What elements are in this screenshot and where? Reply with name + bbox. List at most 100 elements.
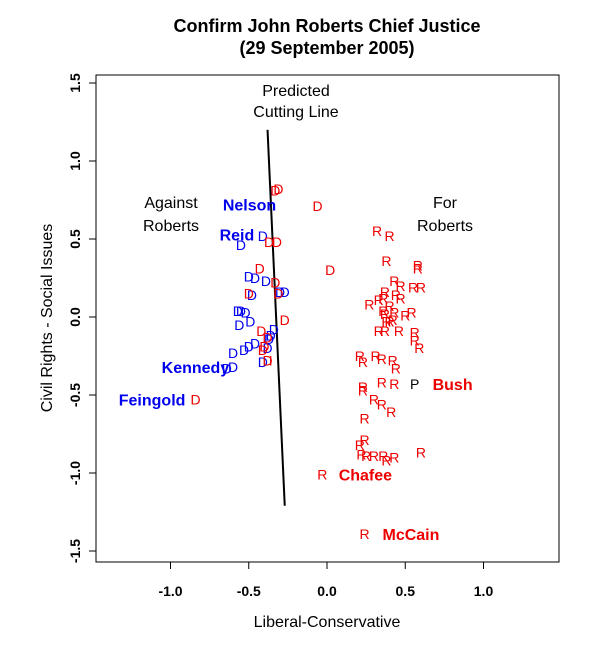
data-point: R xyxy=(355,437,365,453)
data-point: D xyxy=(244,286,254,302)
data-point: D xyxy=(228,345,238,361)
data-point: R xyxy=(381,453,391,469)
y-tick-label: -1.0 xyxy=(67,461,83,485)
data-point: R xyxy=(380,306,390,322)
member-label: Feingold xyxy=(119,393,186,410)
data-point: D xyxy=(190,392,200,408)
data-point: R xyxy=(416,279,426,295)
data-point: R xyxy=(394,323,404,339)
data-point: R xyxy=(359,526,369,542)
x-tick-label: 0.0 xyxy=(317,583,337,599)
chart-title: Confirm John Roberts Chief Justice xyxy=(173,16,480,36)
data-point: R xyxy=(381,314,391,330)
for-roberts-line2: Roberts xyxy=(417,218,473,235)
data-point: D xyxy=(264,234,274,250)
data-point: R xyxy=(378,290,388,306)
data-point: D xyxy=(273,286,283,302)
data-point: D xyxy=(325,262,335,278)
data-point: R xyxy=(377,351,387,367)
data-point: D xyxy=(269,321,279,337)
data-point: D xyxy=(266,328,276,344)
data-point: R xyxy=(388,353,398,369)
data-point: R xyxy=(380,323,390,339)
series-4: P xyxy=(410,376,419,392)
data-point: R xyxy=(386,404,396,420)
x-tick-label: 1.0 xyxy=(474,583,494,599)
data-point: R xyxy=(372,223,382,239)
data-point: D xyxy=(262,353,272,369)
data-point: D xyxy=(261,273,271,289)
series-2: I xyxy=(269,353,273,369)
annotation-group: Against Roberts For Roberts xyxy=(143,195,473,235)
data-point: D xyxy=(256,323,266,339)
data-point: R xyxy=(377,396,387,412)
member-label: Reid xyxy=(220,227,255,244)
data-point: D xyxy=(258,228,268,244)
data-point: R xyxy=(413,261,423,277)
data-point: D xyxy=(264,331,274,347)
data-point: R xyxy=(385,314,395,330)
data-point: D xyxy=(233,303,243,319)
data-point: R xyxy=(410,332,420,348)
x-axis: -1.0 -0.5 0.0 0.5 1.0 xyxy=(158,561,494,599)
data-point: D xyxy=(272,234,282,250)
data-point: R xyxy=(359,410,369,426)
data-point: R xyxy=(400,307,410,323)
data-point: R xyxy=(413,258,423,274)
cutting-line xyxy=(266,129,286,506)
member-labels-group: Nelson Reid Kennedy Feingold Bush Chafee McCai… xyxy=(119,198,473,544)
y-tick-label: -0.5 xyxy=(67,383,83,407)
against-roberts-line1: Against xyxy=(144,195,198,212)
data-point: D xyxy=(250,336,260,352)
data-point: D xyxy=(222,360,232,376)
member-label: Kennedy xyxy=(162,360,230,377)
y-tick-label: 1.5 xyxy=(67,73,83,93)
data-point: D xyxy=(280,312,290,328)
member-label: Bush xyxy=(433,377,473,394)
y-axis-label: Civil Rights - Social Issues xyxy=(39,224,56,413)
data-point: R xyxy=(389,273,399,289)
member-label: Nelson xyxy=(223,198,276,215)
x-tick-label: -1.0 xyxy=(158,583,182,599)
data-point: R xyxy=(406,304,416,320)
data-point: R xyxy=(378,303,388,319)
data-point: D xyxy=(270,275,280,291)
data-point: R xyxy=(381,253,391,269)
data-point: D xyxy=(247,287,257,303)
data-point: R xyxy=(377,375,387,391)
data-point: D xyxy=(280,284,290,300)
data-point: R xyxy=(416,445,426,461)
data-point: R xyxy=(370,348,380,364)
data-point: D xyxy=(228,359,238,375)
data-point: D xyxy=(270,183,280,199)
chart-subtitle: (29 September 2005) xyxy=(239,38,414,58)
member-label: Chafee xyxy=(339,468,392,485)
data-point: R xyxy=(385,298,395,314)
data-point: R xyxy=(355,348,365,364)
data-point: R xyxy=(414,340,424,356)
data-point: R xyxy=(374,323,384,339)
x-tick-label: 0.5 xyxy=(396,583,416,599)
data-point: D xyxy=(245,314,255,330)
y-tick-label: 0.5 xyxy=(67,229,83,249)
data-point: R xyxy=(410,325,420,341)
y-tick-label: -1.5 xyxy=(67,539,83,563)
data-point: R xyxy=(395,290,405,306)
data-point: D xyxy=(241,304,251,320)
data-point: R xyxy=(358,382,368,398)
data-point: D xyxy=(236,237,246,253)
data-point: D xyxy=(262,329,272,345)
data-point: I xyxy=(269,353,273,369)
data-point: D xyxy=(313,198,323,214)
data-point: P xyxy=(410,376,419,392)
data-point: D xyxy=(255,261,265,277)
data-point: R xyxy=(361,448,371,464)
data-point: D xyxy=(275,284,285,300)
for-roberts-line1: For xyxy=(433,195,458,212)
data-point: R xyxy=(358,354,368,370)
